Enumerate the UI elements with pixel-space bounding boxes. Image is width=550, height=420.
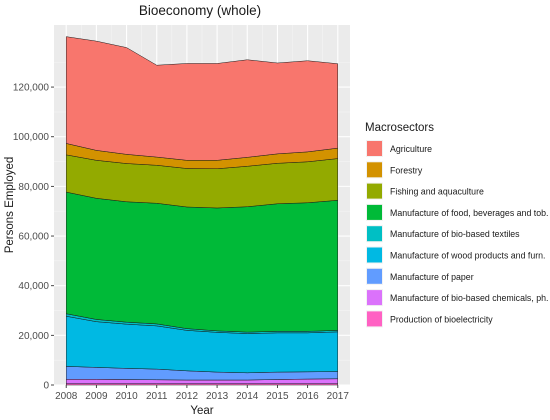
- legend-swatch-production-of-bioelectricity: [367, 311, 382, 327]
- legend-label: Manufacture of food, beverages and tob.: [390, 208, 548, 218]
- x-tick-label: 2012: [176, 391, 199, 402]
- y-tick-label: 100,000: [13, 132, 50, 143]
- x-axis-title: Year: [190, 405, 213, 417]
- legend-label: Manufacture of bio-based chemicals, ph.: [390, 293, 548, 303]
- x-tick-label: 2010: [115, 391, 138, 402]
- y-axis: 0 20,000 40,000 60,000 80,000 100,000 120,000: [13, 83, 54, 392]
- y-tick-label: 20,000: [18, 331, 49, 342]
- legend-label: Manufacture of paper: [390, 272, 474, 282]
- legend-label: Production of bioelectricity: [390, 314, 493, 324]
- x-tick-label: 2015: [266, 391, 289, 402]
- x-tick-label: 2013: [206, 391, 229, 402]
- x-axis: 2008 2009 2010 2011 2012 2013 2014 2015 2016 2017: [55, 385, 349, 402]
- x-tick-label: 2011: [146, 391, 168, 402]
- legend-title: Macrosectors: [365, 122, 434, 134]
- y-axis-title: Persons Employed: [4, 157, 16, 254]
- legend-label: Manufacture of wood products and furn.: [390, 251, 546, 261]
- legend-swatch-forestry: [367, 162, 382, 178]
- legend-swatch-manufacture-of-bio-based-textiles: [367, 226, 382, 242]
- y-tick-label: 60,000: [18, 232, 49, 243]
- legend-label: Agriculture: [390, 144, 432, 154]
- legend-swatch-manufacture-of-food-beverages-and-tob: [367, 204, 382, 220]
- chart-title: Bioeconomy (whole): [139, 3, 261, 18]
- legend-label: Fishing and aquaculture: [390, 187, 484, 197]
- area-manufacture-of-food-beverages-and-tob: [65, 191, 339, 333]
- y-tick-label: 40,000: [18, 281, 49, 292]
- x-tick-label: 2014: [236, 391, 259, 402]
- legend-swatch-manufacture-of-paper: [367, 268, 382, 284]
- area-agriculture: [65, 36, 339, 161]
- y-tick-label: 120,000: [13, 83, 50, 94]
- legend-swatch-manufacture-of-wood-products-and-furn: [367, 247, 382, 263]
- x-tick-label: 2008: [55, 391, 78, 402]
- legend: Macrosectors Agriculture Forestry Fishing …: [365, 122, 548, 328]
- y-tick-label: 0: [43, 381, 49, 392]
- x-tick-label: 2009: [85, 391, 108, 402]
- y-tick-label: 80,000: [18, 182, 49, 193]
- legend-swatch-manufacture-of-bio-based-chemicals-ph: [367, 290, 382, 306]
- legend-swatch-agriculture: [367, 141, 382, 156]
- area-layer: [65, 36, 339, 386]
- legend-label: Manufacture of bio-based textiles: [390, 229, 520, 239]
- x-tick-label: 2017: [327, 391, 350, 402]
- legend-swatch-fishing-and-aquaculture: [367, 183, 382, 199]
- x-tick-label: 2016: [296, 391, 319, 402]
- legend-label: Forestry: [390, 165, 423, 175]
